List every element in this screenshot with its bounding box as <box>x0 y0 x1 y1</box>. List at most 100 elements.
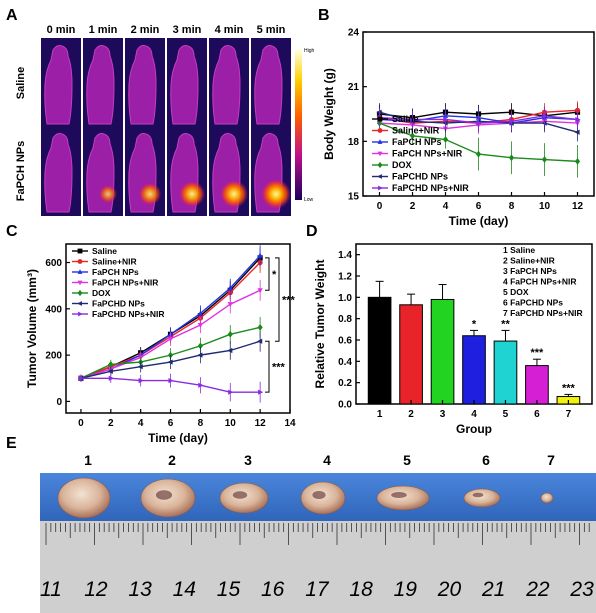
x-tick-label: 4 <box>443 201 449 212</box>
legend-label: 4 FaPCH NPs+NIR <box>503 277 576 287</box>
data-point <box>258 389 264 395</box>
panel-letter-e: E <box>6 435 17 452</box>
y-axis-label: Tumor Volume (mm³) <box>25 269 39 388</box>
tumor-specimen <box>376 485 430 511</box>
significance-bracket <box>265 257 270 291</box>
data-point <box>541 120 547 126</box>
tumor-dark-spot <box>312 491 326 499</box>
y-tick-label: 18 <box>348 137 360 148</box>
tumor-number-label: 6 <box>482 452 490 468</box>
mouse-silhouette <box>170 45 199 125</box>
time-label: 4 min <box>215 24 244 36</box>
data-point <box>377 139 383 144</box>
y-tick-label: 0.4 <box>338 357 352 368</box>
legend-label: 7 FaPCHD NPs+NIR <box>503 308 583 318</box>
time-label: 1 min <box>89 24 118 36</box>
data-point <box>410 116 416 123</box>
x-tick-label: 4 <box>471 409 477 420</box>
mouse-silhouette <box>44 133 73 213</box>
data-point <box>107 368 113 374</box>
data-point <box>443 116 449 123</box>
x-tick-label: 2 <box>408 409 414 420</box>
mouse-silhouette <box>44 45 73 125</box>
tumor-hotspot <box>178 180 206 208</box>
tumor-specimen <box>540 492 554 504</box>
legend-label: 5 DOX <box>503 287 529 297</box>
legend-label: FaPCH NPs <box>92 267 139 277</box>
data-point <box>197 322 203 329</box>
significance-bracket <box>265 340 270 393</box>
panel-d-tumor-weight-chart: 0.0 0.2 0.4 0.6 0.8 1.0 1.2 1.4 1 2 3 4 * 5 ** 6 *** 7 ***… <box>313 243 593 436</box>
ruler <box>40 521 596 613</box>
data-point <box>257 338 263 344</box>
tumor-hotspot <box>261 179 291 209</box>
y-tick-label: 0.6 <box>338 336 352 347</box>
data-point <box>197 310 203 316</box>
data-point <box>257 323 263 331</box>
panel-letter-c: C <box>6 223 18 240</box>
row-label: Saline <box>15 67 27 99</box>
x-axis-label: Time (day) <box>449 214 509 228</box>
ruler-number: 12 <box>84 578 108 601</box>
data-point <box>198 382 204 388</box>
data-point <box>574 157 581 165</box>
x-tick-label: 12 <box>255 418 267 429</box>
data-point <box>137 364 143 370</box>
ruler-number: 23 <box>569 578 594 601</box>
tumor-dark-spot <box>472 492 484 498</box>
data-point <box>508 154 515 162</box>
colorbar-low-label: Low <box>304 197 314 203</box>
plot-frame <box>65 243 291 414</box>
data-point <box>509 118 515 124</box>
panel-a-thermal-images: 0 min 1 min 2 min 3 min 4 min 5 min Saline FaPC… <box>15 24 315 216</box>
mouse-silhouette <box>212 45 241 125</box>
y-tick-label: 1.2 <box>338 272 352 283</box>
legend-label: Saline+NIR <box>92 257 137 267</box>
data-point <box>442 120 448 126</box>
legend-label: 6 FaPCHD NPs <box>503 298 563 308</box>
data-point <box>108 375 114 381</box>
data-point <box>227 302 233 308</box>
x-tick-label: 10 <box>225 418 237 429</box>
legend-label: DOX <box>92 288 111 298</box>
y-tick-label: 15 <box>348 192 360 203</box>
tumor-number-label: 1 <box>84 452 92 468</box>
data-point <box>77 301 82 306</box>
colorbar-high-label: High <box>304 48 315 54</box>
tumor-number-label: 7 <box>547 452 555 468</box>
tumor-hotspot <box>98 184 118 204</box>
data-point <box>475 150 482 158</box>
legend-label: 1 Saline <box>503 245 535 255</box>
data-point <box>138 377 144 384</box>
data-point <box>574 129 580 135</box>
bar <box>525 365 549 405</box>
x-tick-label: 2 <box>410 201 416 212</box>
x-tick-label: 1 <box>377 409 383 420</box>
data-point <box>575 116 581 123</box>
panel-e-tumor-photo: 1 2 3 4 5 6 711 12 13 14 15 16 17 18 19 20 21 22 23 <box>40 452 596 613</box>
significance-label: *** <box>531 347 545 359</box>
legend-label: Saline <box>392 114 419 124</box>
colorbar <box>295 50 302 200</box>
significance-label: * <box>272 269 277 281</box>
legend-label: Saline <box>92 246 117 256</box>
legend-label: FaPCHD NPs+NIR <box>92 309 165 319</box>
data-point <box>442 136 449 143</box>
data-point <box>257 288 263 294</box>
x-tick-label: 7 <box>566 409 572 420</box>
y-tick-label: 1.0 <box>338 293 352 304</box>
x-tick-label: 6 <box>534 409 540 420</box>
bar <box>399 304 423 405</box>
legend-label: FaPCHD NPs <box>392 172 448 182</box>
ruler-number: 13 <box>128 578 152 601</box>
legend-label: FaPCHD NPs <box>92 299 145 309</box>
data-point <box>78 375 85 381</box>
x-tick-label: 3 <box>440 409 446 420</box>
data-point <box>167 336 174 343</box>
tumor-hotspot <box>219 179 249 209</box>
y-tick-label: 600 <box>45 258 62 269</box>
data-point <box>108 361 114 368</box>
legend-label: DOX <box>392 160 412 170</box>
panel-letter-d: D <box>306 223 318 240</box>
